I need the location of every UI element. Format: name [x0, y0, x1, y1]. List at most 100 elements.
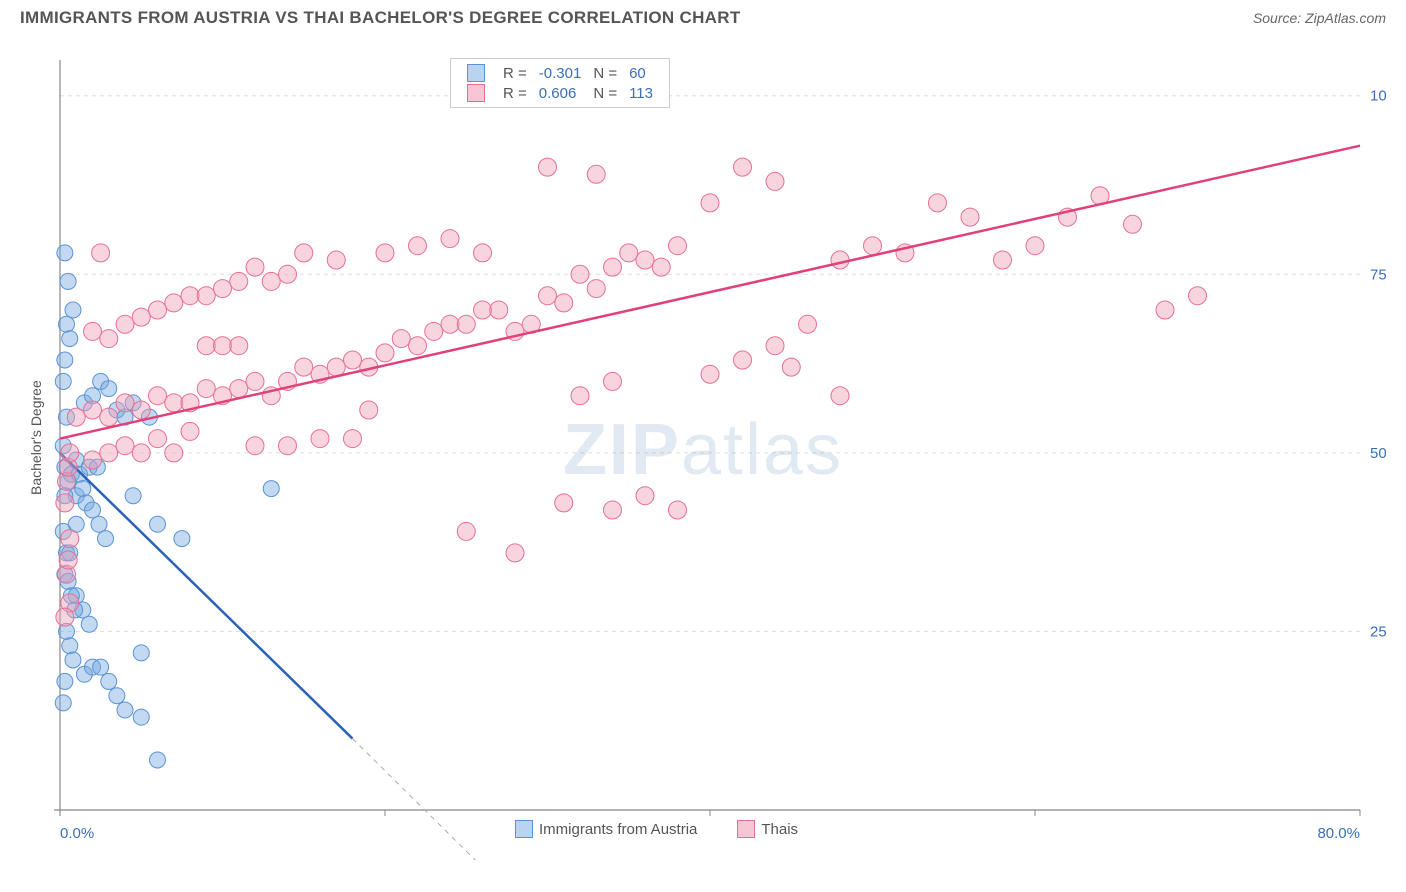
data-point [55, 373, 71, 389]
data-point [149, 387, 167, 405]
data-point [91, 516, 107, 532]
data-point [652, 258, 670, 276]
legend-r-value: 0.606 [533, 83, 588, 103]
data-point [604, 501, 622, 519]
data-point [65, 302, 81, 318]
data-point [929, 194, 947, 212]
legend-swatch [515, 820, 533, 838]
data-point [1124, 215, 1142, 233]
data-point [62, 331, 78, 347]
data-point [457, 522, 475, 540]
data-point [734, 351, 752, 369]
data-point [701, 194, 719, 212]
data-point [150, 752, 166, 768]
data-point [100, 444, 118, 462]
legend-n-value: 60 [623, 63, 659, 83]
series-thais [56, 146, 1360, 626]
data-point [376, 244, 394, 262]
data-point [246, 258, 264, 276]
data-point [149, 301, 167, 319]
data-point [181, 422, 199, 440]
data-point [100, 330, 118, 348]
legend-r-label: R = [497, 83, 533, 103]
data-point [604, 372, 622, 390]
data-point [57, 245, 73, 261]
legend-r-label: R = [497, 63, 533, 83]
data-point [100, 408, 118, 426]
data-point [555, 294, 573, 312]
correlation-legend: R =-0.301N =60R =0.606N =113 [450, 58, 670, 108]
data-point [295, 244, 313, 262]
data-point [174, 531, 190, 547]
data-point [376, 344, 394, 362]
data-point [441, 230, 459, 248]
data-point [506, 544, 524, 562]
legend-swatch [737, 820, 755, 838]
data-point [75, 481, 91, 497]
legend-swatch [467, 64, 485, 82]
data-point [165, 444, 183, 462]
data-point [457, 315, 475, 333]
data-point [1156, 301, 1174, 319]
data-point [181, 287, 199, 305]
y-tick-label: 25.0% [1370, 623, 1386, 640]
data-point [84, 451, 102, 469]
y-axis-label: Bachelor's Degree [28, 380, 44, 495]
data-point [116, 437, 134, 455]
data-point [98, 531, 114, 547]
data-point [539, 158, 557, 176]
data-point [133, 709, 149, 725]
data-point [61, 444, 79, 462]
chart-area: ZIPatlas 25.0%50.0%75.0%100.0%0.0%80.0% … [20, 40, 1386, 860]
legend-label: Immigrants from Austria [539, 821, 697, 838]
data-point [59, 551, 77, 569]
data-point [539, 287, 557, 305]
legend-n-label: N = [587, 63, 623, 83]
data-point [571, 265, 589, 283]
data-point [214, 337, 232, 355]
data-point [636, 251, 654, 269]
data-point [93, 659, 109, 675]
data-point [344, 351, 362, 369]
data-point [701, 365, 719, 383]
data-point [133, 645, 149, 661]
data-point [766, 337, 784, 355]
data-point [67, 408, 85, 426]
legend-swatch [467, 84, 485, 102]
legend-n-value: 113 [623, 83, 659, 103]
data-point [360, 401, 378, 419]
data-point [149, 430, 167, 448]
y-tick-label: 50.0% [1370, 445, 1386, 462]
data-point [1026, 237, 1044, 255]
data-point [246, 437, 264, 455]
data-point [61, 530, 79, 548]
data-point [295, 358, 313, 376]
data-point [92, 244, 110, 262]
data-point [782, 358, 800, 376]
trend-line [60, 453, 353, 739]
data-point [490, 301, 508, 319]
data-point [344, 430, 362, 448]
data-point [55, 695, 71, 711]
x-tick-label: 0.0% [60, 825, 94, 842]
source-credit: Source: ZipAtlas.com [1253, 10, 1386, 26]
data-point [57, 352, 73, 368]
data-point [197, 337, 215, 355]
data-point [587, 165, 605, 183]
legend-item: Immigrants from Austria [515, 820, 697, 838]
legend-n-label: N = [587, 83, 623, 103]
data-point [230, 272, 248, 290]
data-point [62, 638, 78, 654]
data-point [961, 208, 979, 226]
data-point [132, 401, 150, 419]
data-point [116, 315, 134, 333]
data-point [85, 502, 101, 518]
data-point [327, 358, 345, 376]
data-point [56, 494, 74, 512]
data-point [636, 487, 654, 505]
data-point [474, 244, 492, 262]
data-point [441, 315, 459, 333]
data-point [669, 237, 687, 255]
legend-label: Thais [761, 821, 798, 838]
source-name[interactable]: ZipAtlas.com [1305, 10, 1386, 26]
